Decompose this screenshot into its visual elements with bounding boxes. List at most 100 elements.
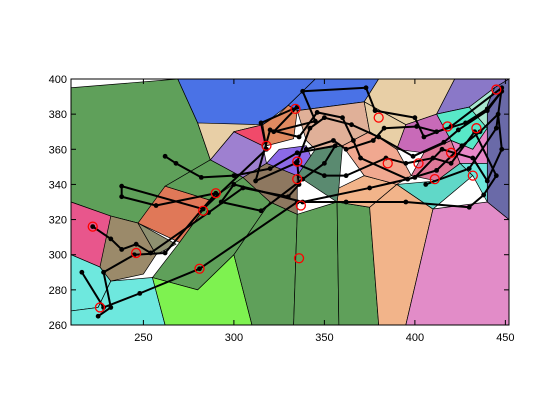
trajectory-point xyxy=(350,138,356,143)
trajectory-point xyxy=(448,160,454,166)
highlight-marker xyxy=(467,170,478,181)
y-tick-label: 340 xyxy=(49,179,67,191)
highlight-marker xyxy=(382,158,393,169)
trajectory-point xyxy=(410,153,416,159)
highlighted-points xyxy=(87,84,502,313)
trajectory-point xyxy=(370,138,376,143)
trajectory-point xyxy=(340,115,345,121)
trajectory-point xyxy=(434,129,440,135)
highlight-marker xyxy=(471,123,482,134)
trajectory-point xyxy=(95,313,101,319)
trajectory-point xyxy=(421,134,427,140)
trajectory-point xyxy=(108,305,114,310)
trajectory-point xyxy=(412,115,418,121)
y-tick-label: 280 xyxy=(49,285,67,297)
trajectory-point xyxy=(119,247,125,252)
trajectory-point xyxy=(197,266,202,272)
trajectory-point xyxy=(240,185,246,191)
trajectory-point xyxy=(332,143,338,149)
highlight-marker xyxy=(290,103,301,115)
trajectory-line xyxy=(92,90,503,254)
trajectory-point xyxy=(495,111,501,117)
trajectory-point xyxy=(101,269,106,275)
trajectory-point xyxy=(493,125,499,131)
trajectory-point xyxy=(90,224,96,230)
trajectory-point xyxy=(307,125,313,131)
trajectory-point xyxy=(459,143,465,149)
trajectory-point xyxy=(253,178,259,184)
trajectory-point xyxy=(481,192,487,198)
y-tick-label: 300 xyxy=(49,250,67,262)
voronoi-regions xyxy=(70,78,511,326)
trajectory-point xyxy=(405,176,411,182)
trajectory-point xyxy=(358,155,363,161)
highlight-marker xyxy=(261,140,272,151)
x-tick-label: 400 xyxy=(406,332,424,344)
trajectory-point xyxy=(213,190,219,196)
trajectory-point xyxy=(376,134,382,140)
trajectory-point xyxy=(231,182,237,187)
trajectory-point xyxy=(200,206,206,212)
trajectory-point xyxy=(198,175,204,180)
trajectory-point xyxy=(133,241,139,247)
trajectory-point xyxy=(162,250,168,256)
highlight-marker xyxy=(429,174,440,185)
trajectory-point xyxy=(484,178,490,184)
trajectory-paths xyxy=(79,85,505,319)
x-tick-label: 350 xyxy=(315,332,333,344)
trajectory-point xyxy=(343,173,349,179)
y-axis-ticks: 260 280 300 320 340 360 380 400 xyxy=(49,74,509,332)
trajectory-point xyxy=(258,120,264,126)
highlight-marker xyxy=(491,84,502,95)
y-tick-label: 380 xyxy=(49,109,67,121)
trajectory-point xyxy=(434,167,440,173)
trajectory-point xyxy=(331,138,336,143)
y-tick-label: 320 xyxy=(49,215,67,227)
x-tick-label: 450 xyxy=(496,332,514,344)
y-tick-label: 400 xyxy=(49,74,67,86)
trajectory-point xyxy=(499,146,505,152)
voronoi-cell xyxy=(293,201,340,326)
trajectory-point xyxy=(412,175,418,180)
trajectory-point xyxy=(137,290,143,296)
highlight-marker xyxy=(293,253,305,264)
highlight-marker xyxy=(292,174,303,185)
trajectory-point xyxy=(285,194,291,200)
trajectory-point xyxy=(349,122,354,128)
x-axis-ticks: 250 300 350 400 450 xyxy=(134,79,515,344)
x-tick-label: 250 xyxy=(134,332,152,344)
trajectory-point xyxy=(148,250,154,256)
trajectory-point xyxy=(439,146,445,152)
trajectory-point xyxy=(343,199,349,205)
highlight-marker xyxy=(131,247,142,259)
trajectory-point xyxy=(300,88,306,94)
trajectory-point xyxy=(314,109,320,115)
trajectory-point xyxy=(372,108,378,114)
trajectory-point xyxy=(470,155,476,161)
trajectory-point xyxy=(463,120,468,126)
trajectory-point xyxy=(493,173,499,179)
trajectory-point xyxy=(403,199,409,205)
highlight-marker xyxy=(413,158,424,169)
trajectory-point xyxy=(173,160,179,166)
trajectory-point xyxy=(119,194,125,200)
trajectory-point xyxy=(321,173,327,179)
trajectory-point xyxy=(321,115,327,121)
trajectory-point xyxy=(466,204,472,210)
trajectory-point xyxy=(423,182,429,187)
trajectory-point xyxy=(294,159,300,164)
trajectory-point xyxy=(119,183,125,189)
y-tick-label: 360 xyxy=(49,144,67,156)
highlight-marker xyxy=(442,121,453,132)
trajectory-point xyxy=(258,208,264,214)
trajectory-point xyxy=(430,155,436,161)
trajectory-point xyxy=(343,146,349,152)
trajectory-point xyxy=(466,166,472,172)
highlight-marker xyxy=(292,156,303,167)
trajectory-point xyxy=(455,127,461,133)
trajectory-point xyxy=(108,236,114,242)
trajectory-point xyxy=(153,203,159,208)
trajectory-point xyxy=(414,124,420,129)
x-tick-label: 300 xyxy=(225,332,243,344)
